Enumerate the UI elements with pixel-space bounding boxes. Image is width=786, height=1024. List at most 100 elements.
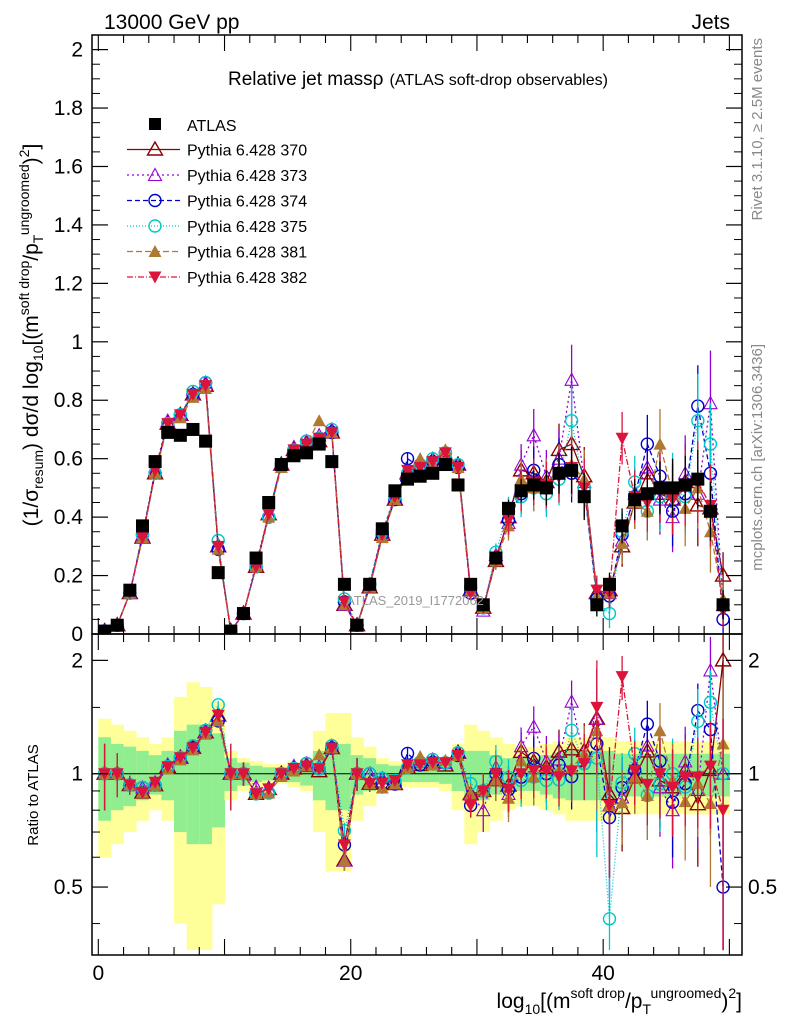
xtick-label-0: 0 — [92, 962, 104, 985]
series-5-point-24 — [401, 464, 415, 477]
series-5-ratio-point-28 — [451, 750, 465, 763]
series-5-ratio-point-47 — [691, 771, 705, 784]
legend-label-1: Pythia 6.428 373 — [187, 168, 307, 185]
atlas-point-11 — [236, 607, 250, 621]
side-rivet: Rivet 3.1.10, ≥ 2.5M events — [749, 38, 766, 221]
series-5-ratio-point-45 — [666, 781, 680, 794]
series-5-point-18 — [325, 426, 339, 439]
series-4-point-44 — [653, 437, 667, 450]
series-5-ratio-point-22 — [375, 777, 389, 790]
atlas-point-7 — [186, 422, 200, 436]
legend-marker-2 — [148, 193, 162, 208]
series-3-point-48 — [703, 437, 718, 451]
series-5-point-26 — [426, 456, 440, 469]
series-5-ratio-point-42 — [628, 764, 642, 777]
series-5-ratio-point-44 — [653, 768, 667, 781]
legend-marker-1 — [147, 167, 163, 182]
atlas-point-5 — [161, 425, 175, 439]
ratio-ytick-label-right-2: 2 — [748, 649, 760, 672]
series-5-ratio-point-38 — [577, 758, 591, 771]
atlas-point-34 — [527, 478, 541, 492]
series-5-point-6 — [173, 409, 187, 422]
atlas-point-47 — [691, 472, 705, 486]
legend-marker-0 — [146, 140, 164, 156]
series-5-ratio-point-30 — [476, 785, 490, 798]
atlas-point-9 — [211, 566, 225, 580]
header-right: Jets — [691, 11, 730, 34]
legend-marker-5 — [148, 271, 162, 284]
series-4-point-17 — [312, 414, 326, 427]
series-1-ratio-point-30 — [475, 802, 491, 817]
ytick-label-10: 2 — [71, 39, 83, 62]
atlas-point-1 — [110, 618, 124, 632]
series-4-ratio-point-17 — [312, 748, 326, 761]
legend-label-3: Pythia 6.428 375 — [187, 219, 307, 236]
atlas-point-46 — [678, 478, 692, 492]
series-5-ratio-point-3 — [135, 786, 149, 799]
series-5-point-9 — [211, 540, 225, 553]
series-5-ratio-point-23 — [388, 775, 402, 788]
legend-marker-4 — [148, 245, 162, 257]
atlas-point-16 — [300, 446, 314, 460]
main-data-layer — [97, 344, 732, 634]
watermark: ATLAS_2019_I1772062 — [346, 593, 484, 608]
band-green-18 — [325, 743, 339, 811]
series-5-point-8 — [199, 380, 213, 393]
atlas-point-19 — [337, 577, 351, 591]
x-axis-label: log10[(msoft drop/pTungroomed)2] — [497, 985, 742, 1017]
series-5-ratio-point-35 — [539, 764, 553, 777]
series-5-ratio-point-14 — [274, 768, 288, 781]
series-4-ratio-point-25 — [413, 749, 427, 762]
series-4-ratio-line — [104, 719, 724, 861]
atlas-point-6 — [173, 428, 187, 442]
ytick-label-2: 0.4 — [54, 506, 84, 529]
atlas-point-4 — [148, 455, 162, 469]
ratio-ytick-label-0: 0.5 — [54, 876, 83, 899]
series-5-point-3 — [135, 532, 149, 545]
legend: ATLAS Pythia 6.428 370 Pythia 6.428 373 Pyt… — [127, 118, 307, 287]
legend-label-4: Pythia 6.428 381 — [187, 245, 307, 262]
legend-label-2: Pythia 6.428 374 — [187, 194, 307, 211]
atlas-point-27 — [438, 458, 452, 472]
legend-marker-3 — [148, 219, 162, 233]
ratio-data-layer — [92, 634, 742, 951]
band-green-19 — [338, 743, 352, 811]
atlas-point-30 — [476, 598, 490, 612]
legend-label-5: Pythia 6.428 382 — [187, 270, 307, 287]
ytick-label-5: 1 — [71, 331, 83, 354]
atlas-point-22 — [375, 522, 389, 536]
atlas-point-20 — [350, 618, 364, 632]
legend-atlas-label: ATLAS — [187, 118, 237, 135]
series-5-point-27 — [438, 447, 452, 460]
series-5-ratio-point-6 — [173, 752, 187, 765]
series-5-ratio-point-31 — [489, 768, 503, 781]
series-5-ratio-point-13 — [262, 783, 276, 796]
series-5-ratio-point-4 — [148, 776, 162, 789]
atlas-point-32 — [502, 501, 516, 515]
atlas-point-13 — [262, 496, 276, 510]
series-5-point-28 — [451, 461, 465, 474]
series-5-ratio-point-48 — [703, 760, 717, 773]
ratio-ytick-label-right-1: 1 — [748, 763, 760, 786]
series-4-ratio-point-41 — [615, 796, 629, 809]
atlas-point-17 — [312, 437, 326, 451]
atlas-point-29 — [464, 577, 478, 591]
atlas-point-10 — [224, 624, 238, 634]
atlas-point-15 — [287, 449, 301, 463]
ratio-ytick-label-1: 1 — [71, 763, 83, 786]
atlas-point-14 — [274, 458, 288, 472]
ratio-y-label: Ratio to ATLAS — [25, 744, 42, 845]
atlas-point-33 — [514, 484, 528, 498]
series-2-point-43 — [640, 437, 655, 451]
series-4-line — [104, 387, 724, 633]
series-4-point-25 — [413, 452, 427, 465]
series-5-ratio-point-34 — [527, 765, 541, 778]
series-5-point-41 — [615, 432, 629, 445]
atlas-point-12 — [249, 551, 263, 565]
series-4-ratio-point-19 — [337, 853, 351, 866]
atlas-point-2 — [123, 583, 137, 597]
chart-title: Relative jet massρ (ATLAS soft-drop obser… — [228, 69, 608, 90]
series-3-ratio-point-47 — [691, 714, 705, 729]
series-3-ratio-point-40 — [602, 912, 617, 926]
ytick-label-3: 0.6 — [54, 448, 83, 471]
